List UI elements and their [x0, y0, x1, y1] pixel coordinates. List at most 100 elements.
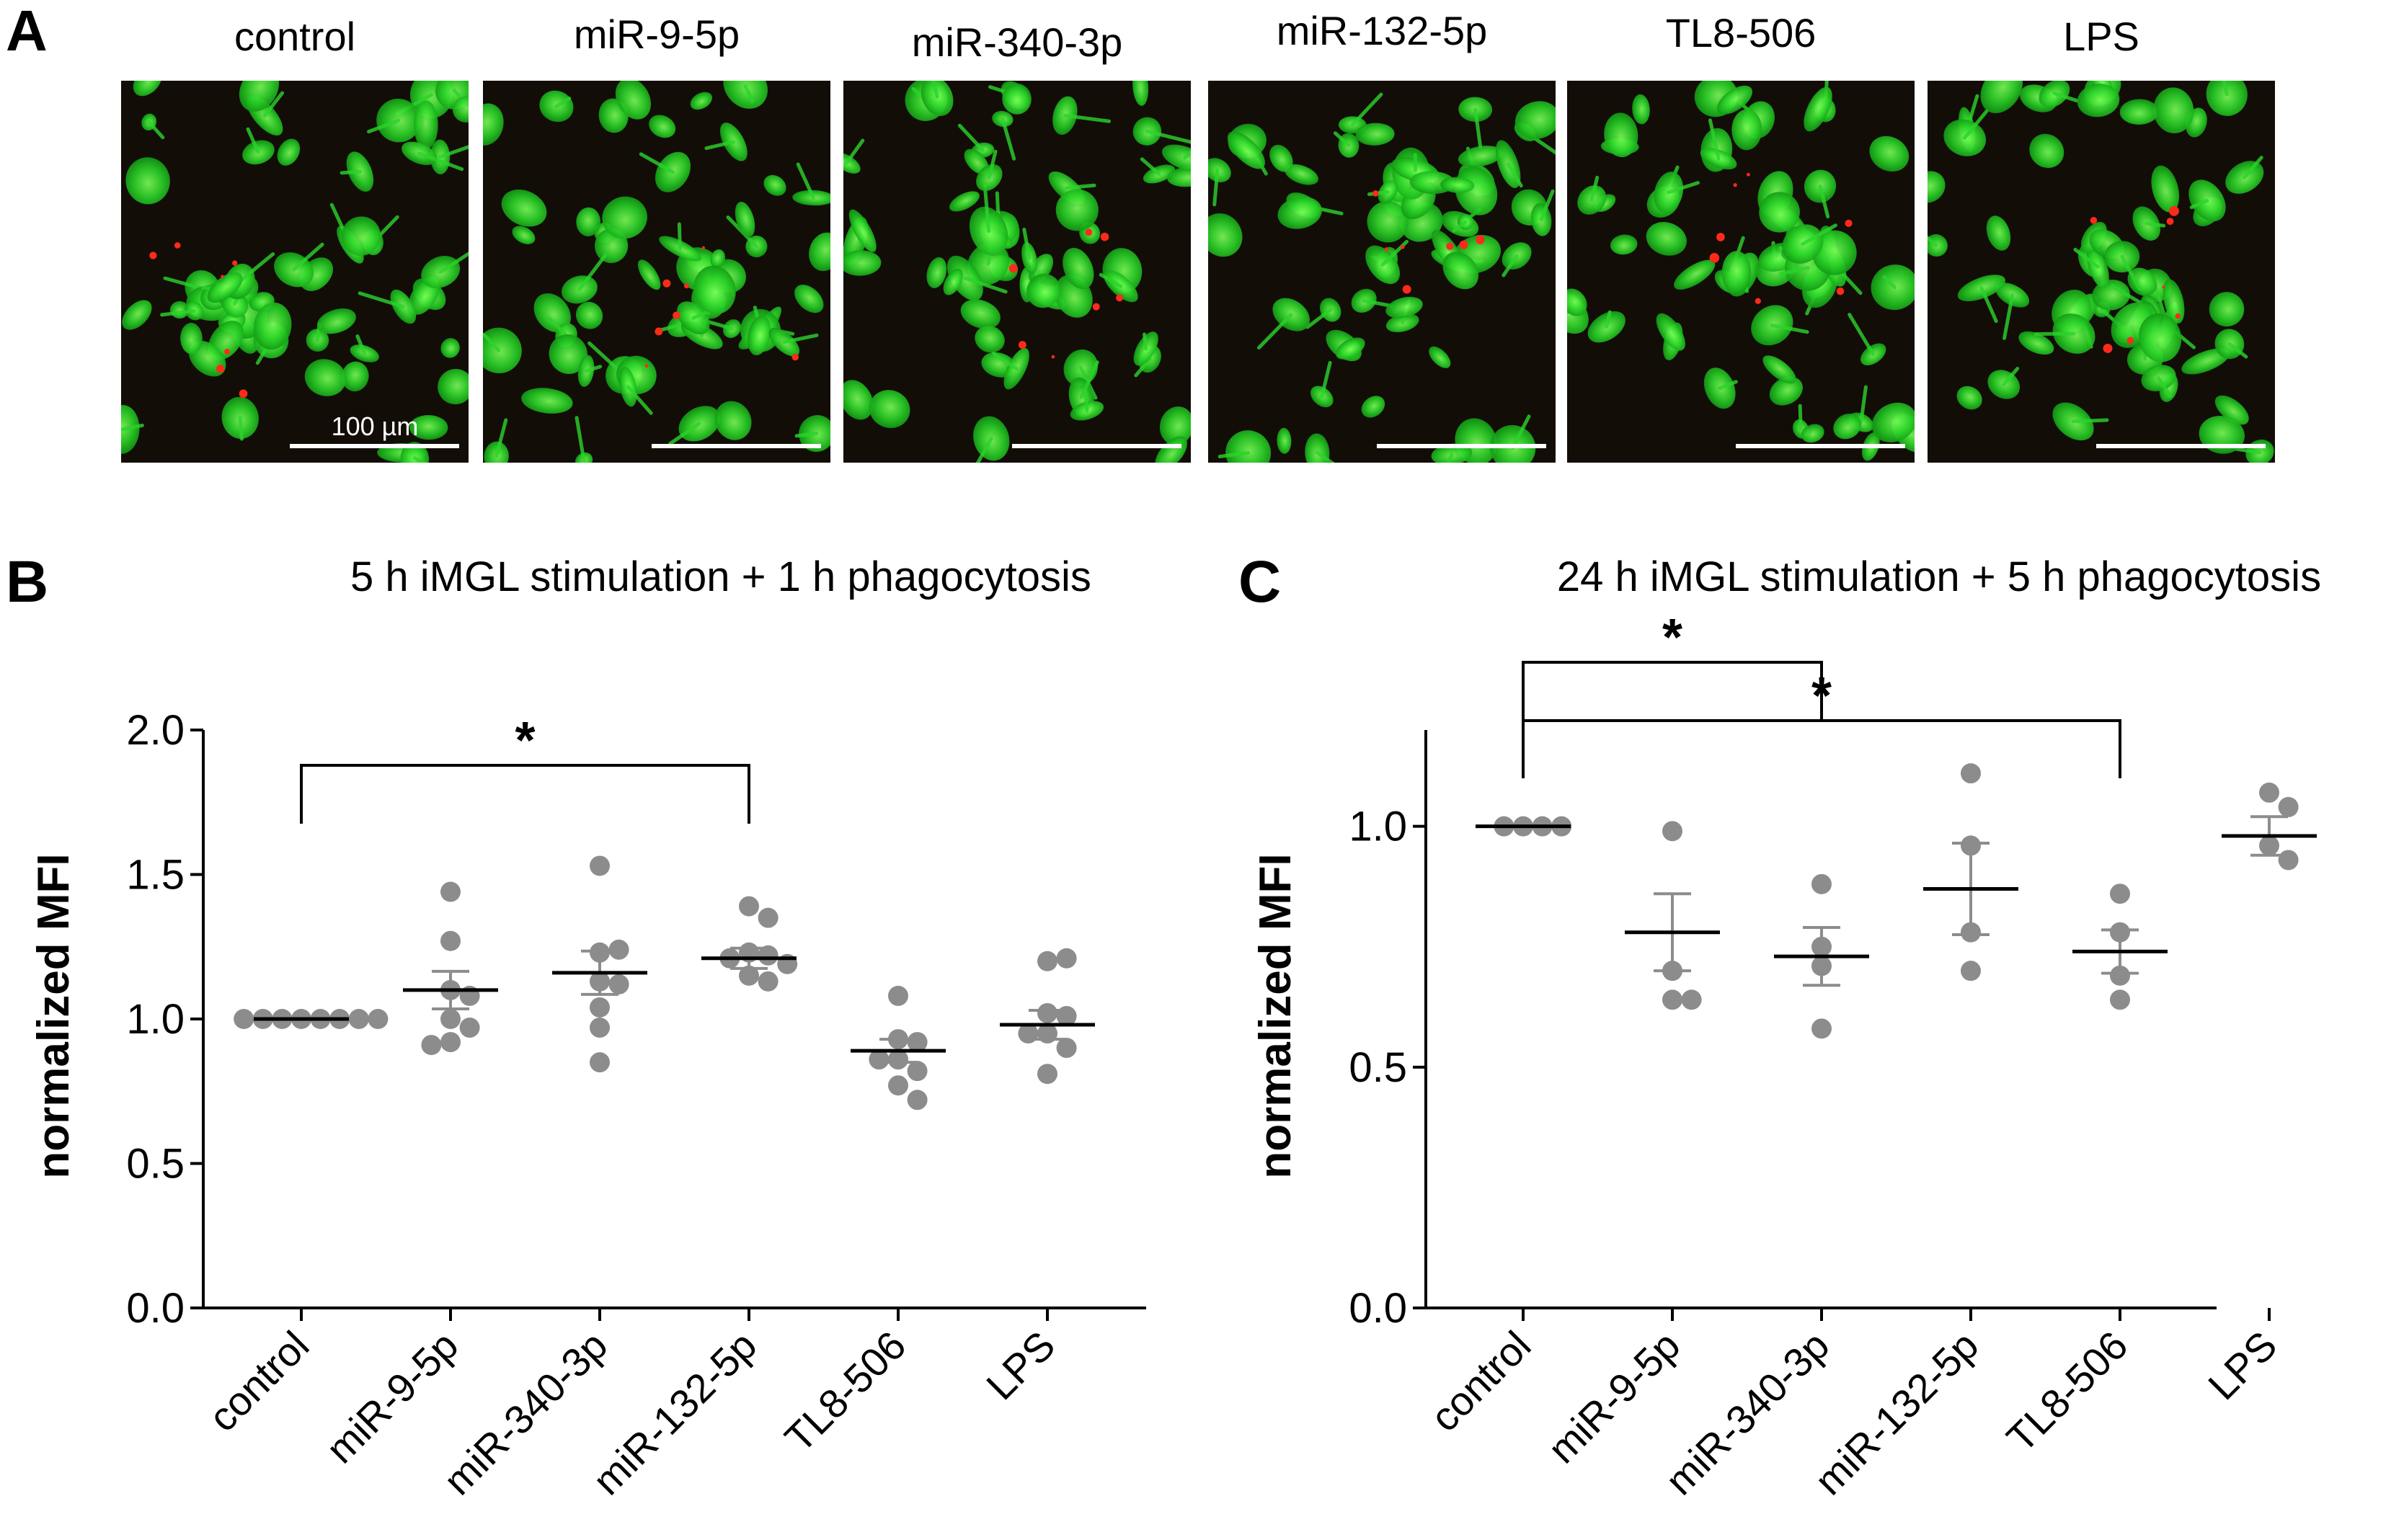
particle: [1092, 303, 1100, 311]
data-point: [1961, 961, 1981, 982]
particle: [662, 279, 671, 288]
cell-process: [2002, 366, 2020, 387]
cell-process: [340, 169, 362, 175]
cell-process: [1001, 117, 1016, 161]
cell-process: [2243, 156, 2263, 179]
significance-star: *: [1811, 667, 1832, 725]
panel-c-chart: C 24 h iMGL stimulation + 5 h phagocytosi…: [1238, 549, 2321, 1503]
cell: [316, 308, 356, 334]
scale-bar-label: 100 µm: [332, 411, 419, 441]
cell: [1442, 252, 1479, 290]
cell: [533, 293, 571, 333]
cell: [763, 174, 786, 196]
data-point: [1811, 1018, 1832, 1039]
cell-process: [1708, 118, 1721, 161]
cell-process: [1506, 162, 1523, 188]
cell-process: [987, 149, 998, 179]
cell: [1656, 313, 1685, 351]
cell: [1159, 406, 1191, 445]
cell-process: [1134, 357, 1152, 378]
cell: [949, 191, 980, 212]
cell: [975, 326, 1005, 353]
panel-a-micrographs: A control 100 µm miR-9-5p miR-340-3p miR-132…: [6, 0, 2275, 463]
particle: [701, 246, 705, 249]
cell-process: [1212, 168, 1220, 207]
cell-process: [1539, 189, 1555, 222]
panel-letter: C: [1238, 549, 1281, 615]
micrograph-image: [1208, 81, 1556, 463]
cell-process: [2071, 418, 2109, 424]
data-point: [1961, 763, 1981, 784]
cell: [409, 414, 448, 440]
cell: [1440, 177, 1475, 193]
cell: [438, 368, 469, 405]
cell: [710, 249, 726, 268]
cell-process: [1882, 275, 1897, 290]
particle: [224, 349, 230, 355]
particle: [149, 252, 157, 259]
y-tick-label: 1.0: [1349, 804, 1407, 850]
cell-process: [1320, 360, 1332, 399]
cell-process: [2157, 376, 2173, 399]
cell-process: [1979, 286, 1998, 324]
cell: [1871, 402, 1915, 442]
cell-process: [1667, 181, 1700, 195]
data-point: [1056, 948, 1077, 969]
cell-process: [2189, 198, 2209, 210]
cell: [1717, 85, 1753, 115]
micrograph-label: TL8-506: [1666, 10, 1817, 55]
data-point: [1037, 951, 1057, 971]
particle: [1018, 341, 1026, 350]
cell-process: [163, 276, 205, 290]
cell: [1928, 171, 1946, 203]
particle: [1402, 285, 1411, 294]
x-tick-label: miR-9-5p: [317, 1322, 466, 1472]
cell: [1804, 86, 1832, 132]
x-tick-label: miR-132-5p: [584, 1322, 765, 1503]
cell: [1361, 396, 1385, 418]
cell: [1458, 146, 1503, 167]
cell: [2138, 313, 2182, 362]
particle: [1755, 298, 1761, 304]
data-point: [2278, 796, 2299, 817]
cell: [549, 334, 588, 374]
cell: [690, 92, 712, 110]
particle: [1845, 219, 1853, 227]
particle: [2162, 285, 2165, 289]
cell-process: [417, 151, 464, 172]
cell: [414, 100, 438, 150]
cell: [1002, 83, 1032, 115]
particle: [1116, 294, 1124, 302]
cell-process: [1143, 332, 1148, 351]
cell: [943, 268, 963, 295]
cell-process: [358, 291, 405, 309]
particle: [1746, 172, 1750, 177]
cell-process: [1362, 298, 1393, 308]
cell: [637, 259, 661, 290]
cell: [253, 302, 292, 350]
data-point: [739, 896, 759, 917]
cell-process: [743, 84, 755, 104]
cell-process: [246, 127, 260, 154]
cell-process: [2052, 92, 2079, 103]
data-point: [459, 1018, 480, 1038]
data-point: [758, 945, 779, 966]
cell-process: [438, 252, 469, 274]
y-tick-label: 0.5: [1349, 1044, 1407, 1091]
cell-process: [1502, 254, 1519, 277]
cell: [1604, 112, 1638, 158]
cell: [239, 81, 280, 112]
micrograph-image: [843, 81, 1191, 463]
data-point: [888, 1075, 908, 1096]
cell-process: [1589, 175, 1600, 202]
data-point: [758, 971, 779, 992]
cell: [1731, 109, 1762, 151]
cell: [1277, 196, 1322, 229]
cell-process: [796, 162, 815, 200]
particle: [1085, 228, 1093, 236]
particle: [673, 311, 680, 319]
cell-process: [438, 145, 469, 159]
significance-bracket: [300, 764, 750, 824]
cell: [452, 96, 469, 123]
particle: [174, 242, 181, 249]
